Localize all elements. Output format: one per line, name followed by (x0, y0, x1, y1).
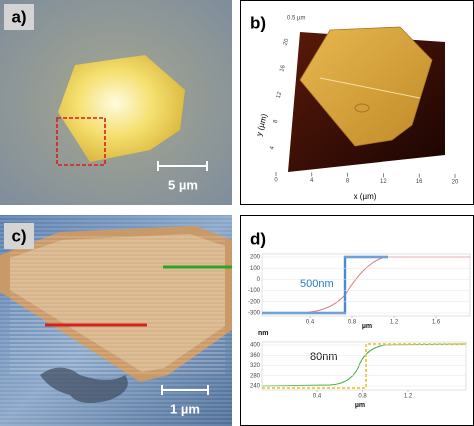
panel-d: d) 500nm µm 80nm nm µm 200 100 0 -100 -200 -3… (240, 215, 474, 426)
residue (40, 367, 128, 404)
x-tick-label: 0 (274, 178, 278, 184)
panel-label: b) (250, 13, 266, 32)
x-tick-label: 16 (416, 179, 423, 185)
y-tick-label: 4 (269, 145, 276, 150)
axis-ticks: 200 100 0 -100 -200 -300 0.4 0.8 1.2 1.6 400 360 320… (248, 255, 470, 400)
x-axis-label: x (µm) (354, 192, 377, 201)
step-annotation: 80nm (310, 351, 338, 363)
y-tick-label: 0 (257, 277, 261, 283)
x-tick-label: 4 (310, 178, 314, 184)
x-tick-label: 1.2 (390, 320, 399, 326)
x-tick-label: 0.4 (306, 320, 315, 326)
panel-c: c) 1 µm (0, 215, 232, 426)
x-tick-label: 8 (346, 178, 350, 184)
axis-ticks: 0 4 8 12 16 20 4 8 12 16 20 (269, 38, 459, 186)
y-tick-label: 280 (250, 373, 261, 379)
crease (319, 77, 421, 99)
scale-bar (157, 161, 208, 171)
y-tick-label: 240 (250, 384, 261, 390)
height-profile (261, 343, 467, 387)
plot-frame (261, 341, 467, 391)
bump (354, 103, 370, 113)
y-tick-label: -100 (248, 288, 261, 294)
x-tick-label: 1.2 (404, 394, 413, 400)
panel-label: c) (11, 226, 26, 245)
y-tick-label: 100 (250, 266, 261, 272)
panel-label: d) (250, 229, 266, 248)
selection-box (56, 117, 106, 166)
y-axis-label: nm (258, 330, 269, 337)
x-tick-label: 0.4 (313, 394, 322, 400)
y-tick-label: -200 (248, 299, 261, 305)
y-tick-label: 8 (273, 119, 280, 124)
z-scale-label: 0.5 µm (287, 16, 305, 22)
y-tick-label: 20 (283, 38, 291, 47)
x-axis-label: µm (362, 323, 372, 330)
x-tick-label: 20 (452, 180, 459, 186)
panel-b: b) 0.5 µm y (µm) x (µm) 0 4 8 12 16 204812162… (240, 0, 474, 205)
y-tick-label: 16 (279, 64, 287, 73)
panel-a: a) 5 µm (0, 0, 232, 205)
plot-frame (261, 253, 471, 317)
panel-frame (240, 215, 474, 426)
label-box (4, 4, 34, 30)
flake-texture (10, 234, 225, 374)
flake-3d (299, 26, 433, 147)
step-annotation: 500nm (300, 278, 334, 290)
y-tick-label: 400 (250, 343, 261, 349)
flake (58, 55, 185, 162)
x-tick-label: 0.8 (358, 394, 367, 400)
label-box (4, 223, 34, 249)
panel-label: a) (11, 7, 26, 26)
y-tick-label: 360 (250, 353, 261, 359)
scale-label: 5 µm (168, 177, 198, 192)
x-tick-label: 0.8 (348, 320, 357, 326)
y-tick-label: -300 (248, 311, 261, 317)
y-tick-label: 200 (250, 255, 261, 261)
scale-label: 1 µm (170, 401, 200, 416)
step-fit (262, 343, 466, 389)
x-axis-label: µm (355, 402, 365, 409)
y-tick-label: 320 (250, 363, 261, 369)
scale-bar (161, 385, 209, 395)
x-tick-label: 1.6 (432, 320, 441, 326)
x-tick-label: 12 (380, 179, 387, 185)
y-tick-label: 12 (276, 91, 284, 100)
